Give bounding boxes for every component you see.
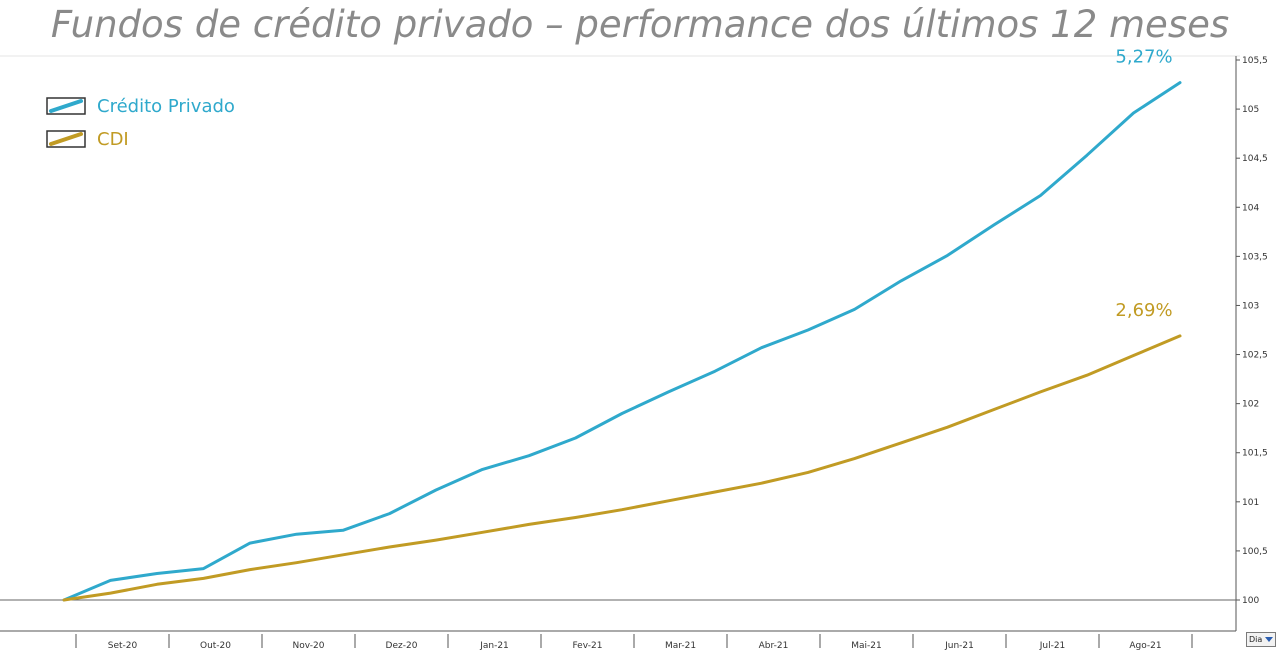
- x-tick-label: Mai-21: [851, 641, 881, 651]
- x-tick-label: Dez-20: [386, 641, 418, 651]
- x-tick-label: Ago-21: [1129, 641, 1161, 651]
- period-select[interactable]: Dia: [1246, 632, 1276, 647]
- x-tick-label: Mar-21: [665, 641, 696, 651]
- x-tick-label: Out-20: [200, 641, 231, 651]
- axes: 100 100,5 101 101,5 102 102,5 103 103,5 104 104,5…: [0, 55, 1268, 651]
- x-tick-label: Jan-21: [479, 641, 509, 651]
- legend-label: CDI: [97, 129, 129, 150]
- y-tick-label: 105,5: [1242, 56, 1268, 66]
- y-tick-label: 104,5: [1242, 154, 1268, 164]
- chevron-down-icon: [1265, 637, 1273, 642]
- chart-title: Fundos de crédito privado – performance …: [50, 3, 1230, 46]
- legend-label: Crédito Privado: [97, 96, 235, 117]
- x-tick-label: Nov-20: [292, 641, 324, 651]
- y-tick-label: 103: [1242, 301, 1259, 311]
- series-line-credito-privado: [62, 81, 1182, 602]
- series-line-cdi: [62, 334, 1182, 602]
- series-end-label: 5,27%: [1115, 47, 1172, 68]
- legend-swatch-line: [49, 99, 83, 113]
- period-select-value: Dia: [1249, 635, 1263, 644]
- x-tick-label: Jul-21: [1039, 641, 1066, 651]
- x-tick-label: Fev-21: [572, 641, 602, 651]
- y-tick-label: 102,5: [1242, 351, 1268, 361]
- x-tick-label: Jun-21: [944, 641, 974, 651]
- y-tick-label: 103,5: [1242, 252, 1268, 262]
- legend-item: Crédito Privado: [46, 96, 235, 117]
- legend-swatch-line: [49, 132, 83, 146]
- y-tick-label: 100: [1242, 596, 1259, 606]
- y-tick-label: 101,5: [1242, 449, 1268, 459]
- series-end-label: 2,69%: [1115, 300, 1172, 321]
- end-labels: 5,27% 2,69%: [1115, 47, 1172, 321]
- x-tick-label: Set-20: [108, 641, 138, 651]
- y-tick-label: 105: [1242, 105, 1259, 115]
- y-tick-label: 102: [1242, 400, 1259, 410]
- x-tick-label: Abr-21: [759, 641, 789, 651]
- y-tick-label: 100,5: [1242, 547, 1268, 557]
- legend-item: CDI: [46, 129, 129, 150]
- y-tick-label: 104: [1242, 203, 1259, 213]
- y-tick-label: 101: [1242, 498, 1259, 508]
- series-layer: [62, 81, 1182, 602]
- legend: Crédito Privado CDI: [46, 96, 235, 150]
